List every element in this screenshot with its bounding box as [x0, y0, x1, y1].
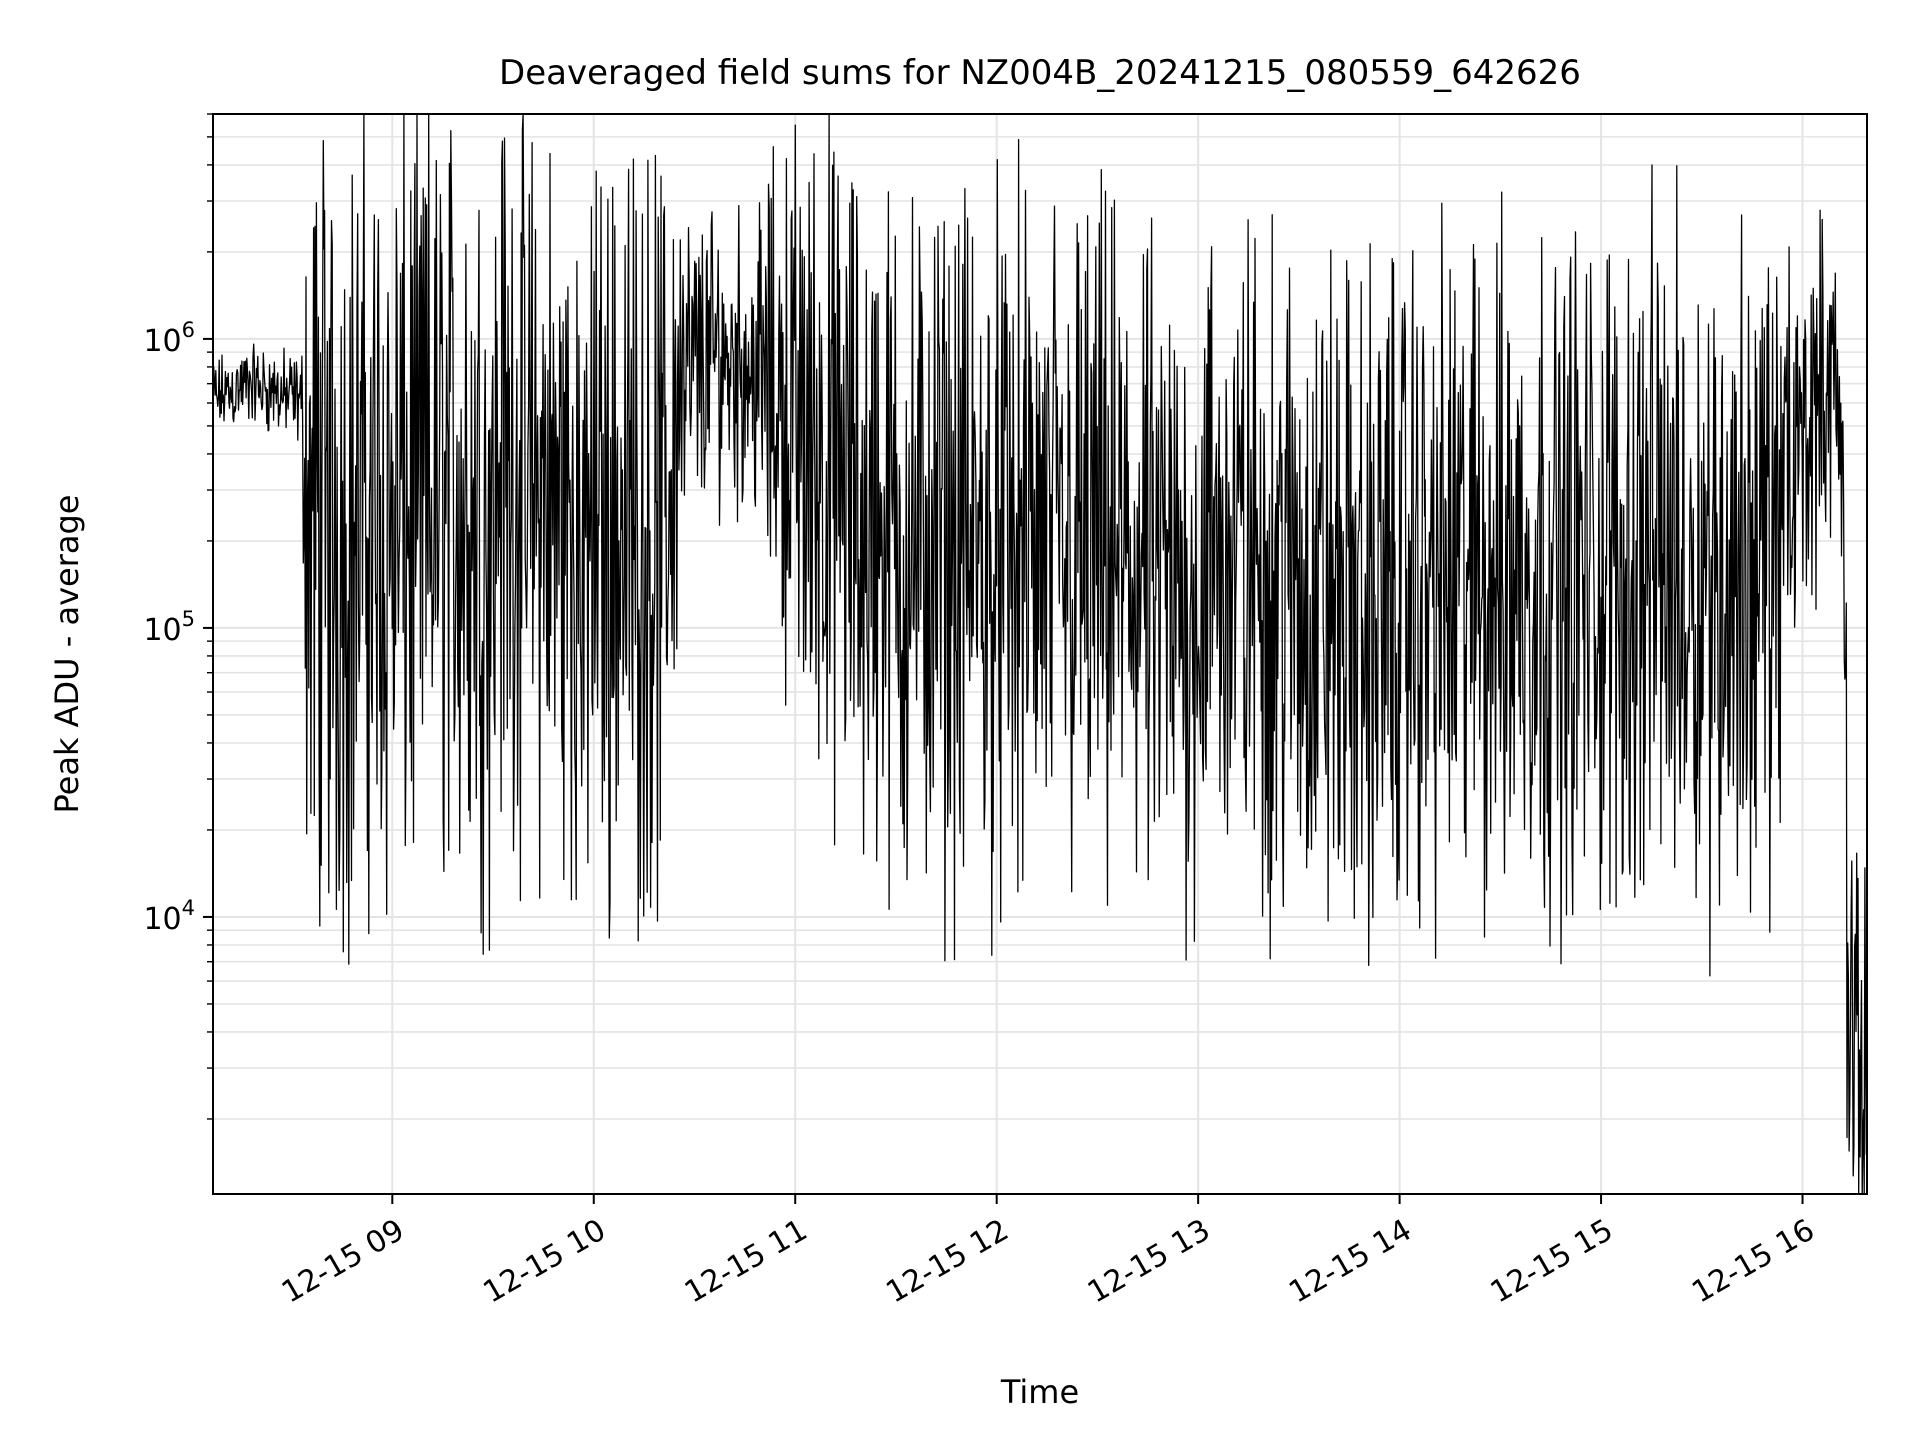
x-axis: 12-15 09 12-15 10 12-15 11 12-15 12 12-15 13…: [276, 1194, 1821, 1310]
series-line: [212, 113, 1868, 1195]
y-axis-label: Peak ADU - average: [48, 495, 86, 814]
x-tick-label: 12-15 10: [477, 1213, 611, 1311]
y-tick-label: 105: [143, 607, 195, 648]
chart-title: Deaveraged field sums for NZ004B_2024121…: [499, 53, 1581, 93]
series-path: [212, 113, 1868, 1195]
y-tick-label: 104: [143, 896, 195, 937]
x-axis-label: Time: [1000, 1373, 1079, 1411]
y-axis: 104 105 106: [143, 113, 213, 1120]
y-tick-label: 106: [143, 318, 195, 359]
x-tick-label: 12-15 11: [679, 1213, 813, 1311]
x-tick-label: 12-15 09: [276, 1213, 410, 1311]
x-tick-label: 12-15 14: [1283, 1213, 1417, 1311]
x-tick-label: 12-15 15: [1485, 1213, 1619, 1311]
plot-frame: [212, 113, 1868, 1195]
x-tick-label: 12-15 16: [1686, 1213, 1820, 1311]
x-tick-label: 12-15 13: [1082, 1213, 1216, 1311]
x-tick-label: 12-15 12: [880, 1213, 1014, 1311]
